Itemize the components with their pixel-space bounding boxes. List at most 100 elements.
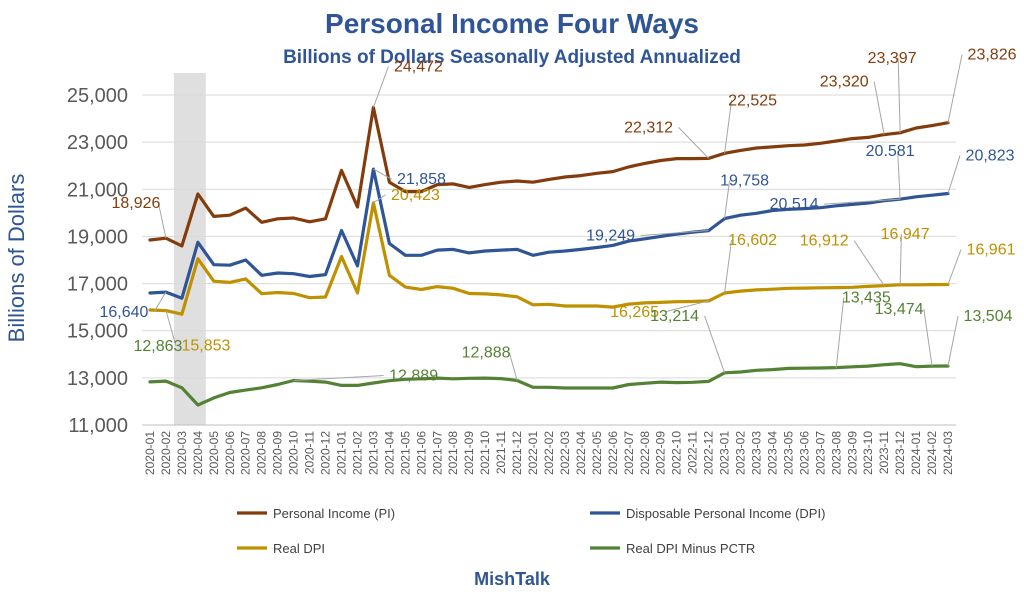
plot-area: 11,000 13,000 15,000 17,000 19,000 21,000 23,0… <box>67 47 1017 475</box>
annotation-leader <box>157 203 167 239</box>
x-tick-label: 2022-05 <box>590 431 604 475</box>
data-label: 21,858 <box>397 171 446 188</box>
data-label: 12,888 <box>462 344 511 361</box>
x-tick-label: 2021-11 <box>494 431 508 474</box>
x-tick-label: 2023-12 <box>893 431 907 475</box>
x-tick-label: 2020-10 <box>287 431 301 475</box>
annotation-leader <box>824 198 901 205</box>
series-line-3 <box>148 201 950 316</box>
legend-label: Disposable Personal Income (DPI) <box>626 506 825 521</box>
x-tick-label: 2022-07 <box>622 431 636 475</box>
y-tick-label: 21,000 <box>67 179 128 201</box>
data-label: 16,912 <box>800 233 849 250</box>
data-label: 20,823 <box>966 147 1015 164</box>
y-tick-label: 15,000 <box>67 321 128 343</box>
data-label: 19,758 <box>720 173 769 190</box>
x-tick-label: 2023-03 <box>749 431 763 475</box>
annotation-leader <box>678 127 709 159</box>
y-tick-label: 19,000 <box>67 226 128 248</box>
x-tick-label: 2020-06 <box>223 431 237 475</box>
x-tick-label: 2024-03 <box>941 431 955 475</box>
chart-subtitle: Billions of Dollars Seasonally Adjusted … <box>283 47 741 68</box>
data-label: 19,249 <box>586 228 635 245</box>
data-label: 20,423 <box>391 187 440 204</box>
annotation-leader <box>724 239 733 294</box>
annotation-leader <box>704 315 726 373</box>
x-tick-label: 2020-11 <box>303 431 317 474</box>
annotation-leader <box>853 240 885 286</box>
x-tick-label: 2020-01 <box>143 431 157 475</box>
annotation-leader <box>897 57 901 133</box>
y-tick-label: 11,000 <box>68 415 128 437</box>
annotation-leader <box>724 180 731 219</box>
annotation-leader <box>372 66 389 108</box>
y-axis-label: Billions of Dollars <box>4 174 29 343</box>
data-label: 13,474 <box>875 301 924 318</box>
x-tick-label: 2022-06 <box>606 431 620 475</box>
x-tick-label: 2022-11 <box>686 431 700 474</box>
x-tick-label: 2022-08 <box>638 431 652 475</box>
x-tick-label: 2024-01 <box>909 431 923 475</box>
annotation-leader <box>897 151 901 200</box>
annotation-leader <box>899 233 902 285</box>
x-tick-label: 2021-12 <box>510 431 524 475</box>
y-tick-label: 17,000 <box>67 274 128 296</box>
x-tick-label: 2020-05 <box>207 431 221 475</box>
x-tick-label: 2023-10 <box>861 431 875 475</box>
x-tick-label: 2023-06 <box>797 431 811 475</box>
x-tick-label: 2023-07 <box>813 431 827 475</box>
data-label: 18,926 <box>111 195 160 212</box>
annotation-leader <box>835 297 845 368</box>
x-tick-label: 2023-11 <box>877 431 891 474</box>
x-tick-label: 2020-04 <box>191 431 205 475</box>
x-tick-label: 2020-02 <box>159 431 173 475</box>
data-label: 13,214 <box>650 308 699 325</box>
x-tick-label: 2023-05 <box>781 431 795 475</box>
annotation-leader <box>947 155 961 194</box>
data-label: 24,472 <box>394 58 443 75</box>
x-tick-label: 2022-10 <box>670 431 684 475</box>
footer-label: MishTalk <box>474 569 551 589</box>
x-tick-label: 2023-09 <box>845 431 859 475</box>
x-tick-label: 2023-08 <box>829 431 843 475</box>
annotation-leader <box>947 249 962 285</box>
x-tick-label: 2021-08 <box>446 431 460 475</box>
annotation-leader <box>947 54 963 123</box>
chart-title: Personal Income Four Ways <box>325 8 699 39</box>
x-tick-label: 2023-01 <box>718 431 732 475</box>
series-line-2 <box>148 167 950 300</box>
data-label: 16,602 <box>728 232 777 249</box>
data-label: 20.581 <box>866 143 915 160</box>
legend-label: Real DPI <box>273 541 325 556</box>
data-label: 12,889 <box>389 367 438 384</box>
legend: Personal Income (PI) Disposable Personal … <box>237 506 825 556</box>
x-tick-label: 2021-02 <box>350 431 364 475</box>
data-label: 15,853 <box>181 338 230 355</box>
annotation-leader <box>640 230 709 237</box>
data-label: 16,947 <box>881 226 930 243</box>
annotation-leader <box>508 352 518 381</box>
data-label: 23,320 <box>820 74 869 91</box>
x-tick-label: 2023-04 <box>765 431 779 475</box>
y-tick-label: 23,000 <box>67 132 128 154</box>
data-label: 16,961 <box>967 241 1016 258</box>
x-tick-label: 2022-01 <box>526 431 540 475</box>
x-tick-label: 2022-02 <box>542 431 556 475</box>
data-label: 23,826 <box>968 47 1017 64</box>
data-label: 13,504 <box>964 308 1013 325</box>
annotation-leader <box>373 168 392 180</box>
annotation-leader <box>724 100 733 154</box>
x-tick-label: 2024-02 <box>925 431 939 475</box>
x-tick-label: 2021-07 <box>430 431 444 475</box>
x-tick-label: 2021-05 <box>398 431 412 475</box>
x-tick-label: 2022-09 <box>654 431 668 475</box>
annotation-leader <box>165 310 177 346</box>
legend-label: Real DPI Minus PCTR <box>626 541 755 556</box>
x-tick-label: 2021-06 <box>414 431 428 475</box>
data-label: 12,863 <box>133 338 182 355</box>
annotation-leader <box>923 308 933 367</box>
annotation-leader <box>153 291 167 313</box>
x-tick-label: 2020-08 <box>255 431 269 475</box>
data-label: 20,514 <box>770 196 819 213</box>
x-tick-label: 2022-04 <box>574 431 588 475</box>
